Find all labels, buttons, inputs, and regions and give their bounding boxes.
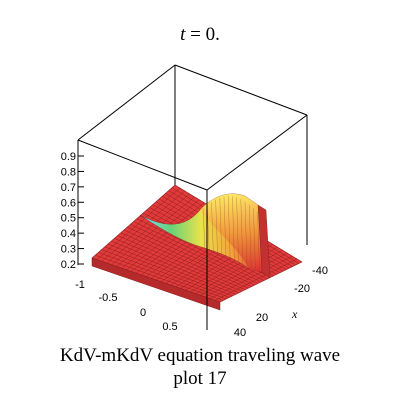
title-value: = 0. — [185, 24, 220, 45]
x-axis-label: x — [291, 307, 298, 321]
wave-mesh-line — [249, 204, 252, 268]
y-tick-label: 0 — [140, 307, 146, 319]
box-edge — [77, 139, 208, 191]
wave-mesh-line — [211, 202, 214, 254]
wave-edge — [257, 204, 271, 279]
y-tick-label: 0.5 — [162, 321, 177, 333]
z-axis-ticks: 0.2 0.3 0.4 0.5 0.6 0.7 0.8 0.9 — [61, 151, 84, 271]
z-tick-label: 0.7 — [61, 182, 76, 194]
surface — [91, 184, 303, 311]
mesh-line — [205, 252, 288, 298]
z-tick-label: 0.3 — [61, 244, 76, 256]
y-tick-label: -1 — [75, 279, 85, 291]
wave-mesh-line — [223, 196, 227, 259]
y-axis-ticks: -1 -0.5 0 0.5 — [75, 279, 178, 333]
box-edge — [77, 64, 176, 141]
title-variable: t — [180, 24, 186, 45]
z-tick-label: 0.8 — [61, 166, 76, 178]
wave-mesh-line — [244, 201, 248, 267]
wave-mesh-line — [236, 197, 239, 263]
bounding-box-front — [77, 114, 308, 330]
wave-mesh-line — [257, 211, 260, 271]
wave-ridge — [139, 193, 271, 279]
mesh-line — [210, 255, 293, 299]
box-edge — [206, 114, 308, 191]
z-tick-label: 0.6 — [61, 197, 76, 209]
x-tick-label: 20 — [256, 312, 268, 324]
wave-mesh-line — [207, 204, 210, 252]
mesh-line — [136, 218, 265, 281]
wave-mesh-line — [240, 199, 243, 265]
mesh-line — [214, 258, 298, 301]
wave-mesh-line — [228, 195, 231, 260]
x-tick-label: 40 — [234, 327, 246, 339]
caption-line-1: KdV-mKdV equation traveling wave — [59, 345, 341, 366]
figure-caption: KdV-mKdV equation traveling wave plot 17 — [0, 344, 400, 390]
wave-mesh-line — [232, 196, 235, 262]
caption-line-2: plot 17 — [173, 368, 227, 389]
surface-mesh — [95, 187, 299, 301]
z-tick-label: 0.5 — [61, 213, 76, 225]
surface-front-edge — [91, 257, 221, 311]
z-tick-label: 0.4 — [61, 228, 76, 240]
plot-title: t = 0. — [0, 24, 400, 46]
x-tick-label: -40 — [312, 265, 328, 277]
z-tick-label: 0.2 — [61, 259, 76, 271]
z-tick-label: 0.9 — [61, 151, 76, 163]
wave-mesh-line — [253, 208, 256, 270]
x-tick-label: -20 — [294, 283, 310, 295]
wave-mesh — [202, 195, 260, 271]
wave-mesh-line — [219, 197, 222, 257]
wave-mesh-line — [215, 199, 218, 255]
y-tick-label: -0.5 — [99, 292, 118, 304]
box-edge — [174, 64, 308, 116]
x-axis-ticks: -40-20 20 40 — [234, 265, 328, 339]
wave-mesh-line — [202, 207, 206, 251]
